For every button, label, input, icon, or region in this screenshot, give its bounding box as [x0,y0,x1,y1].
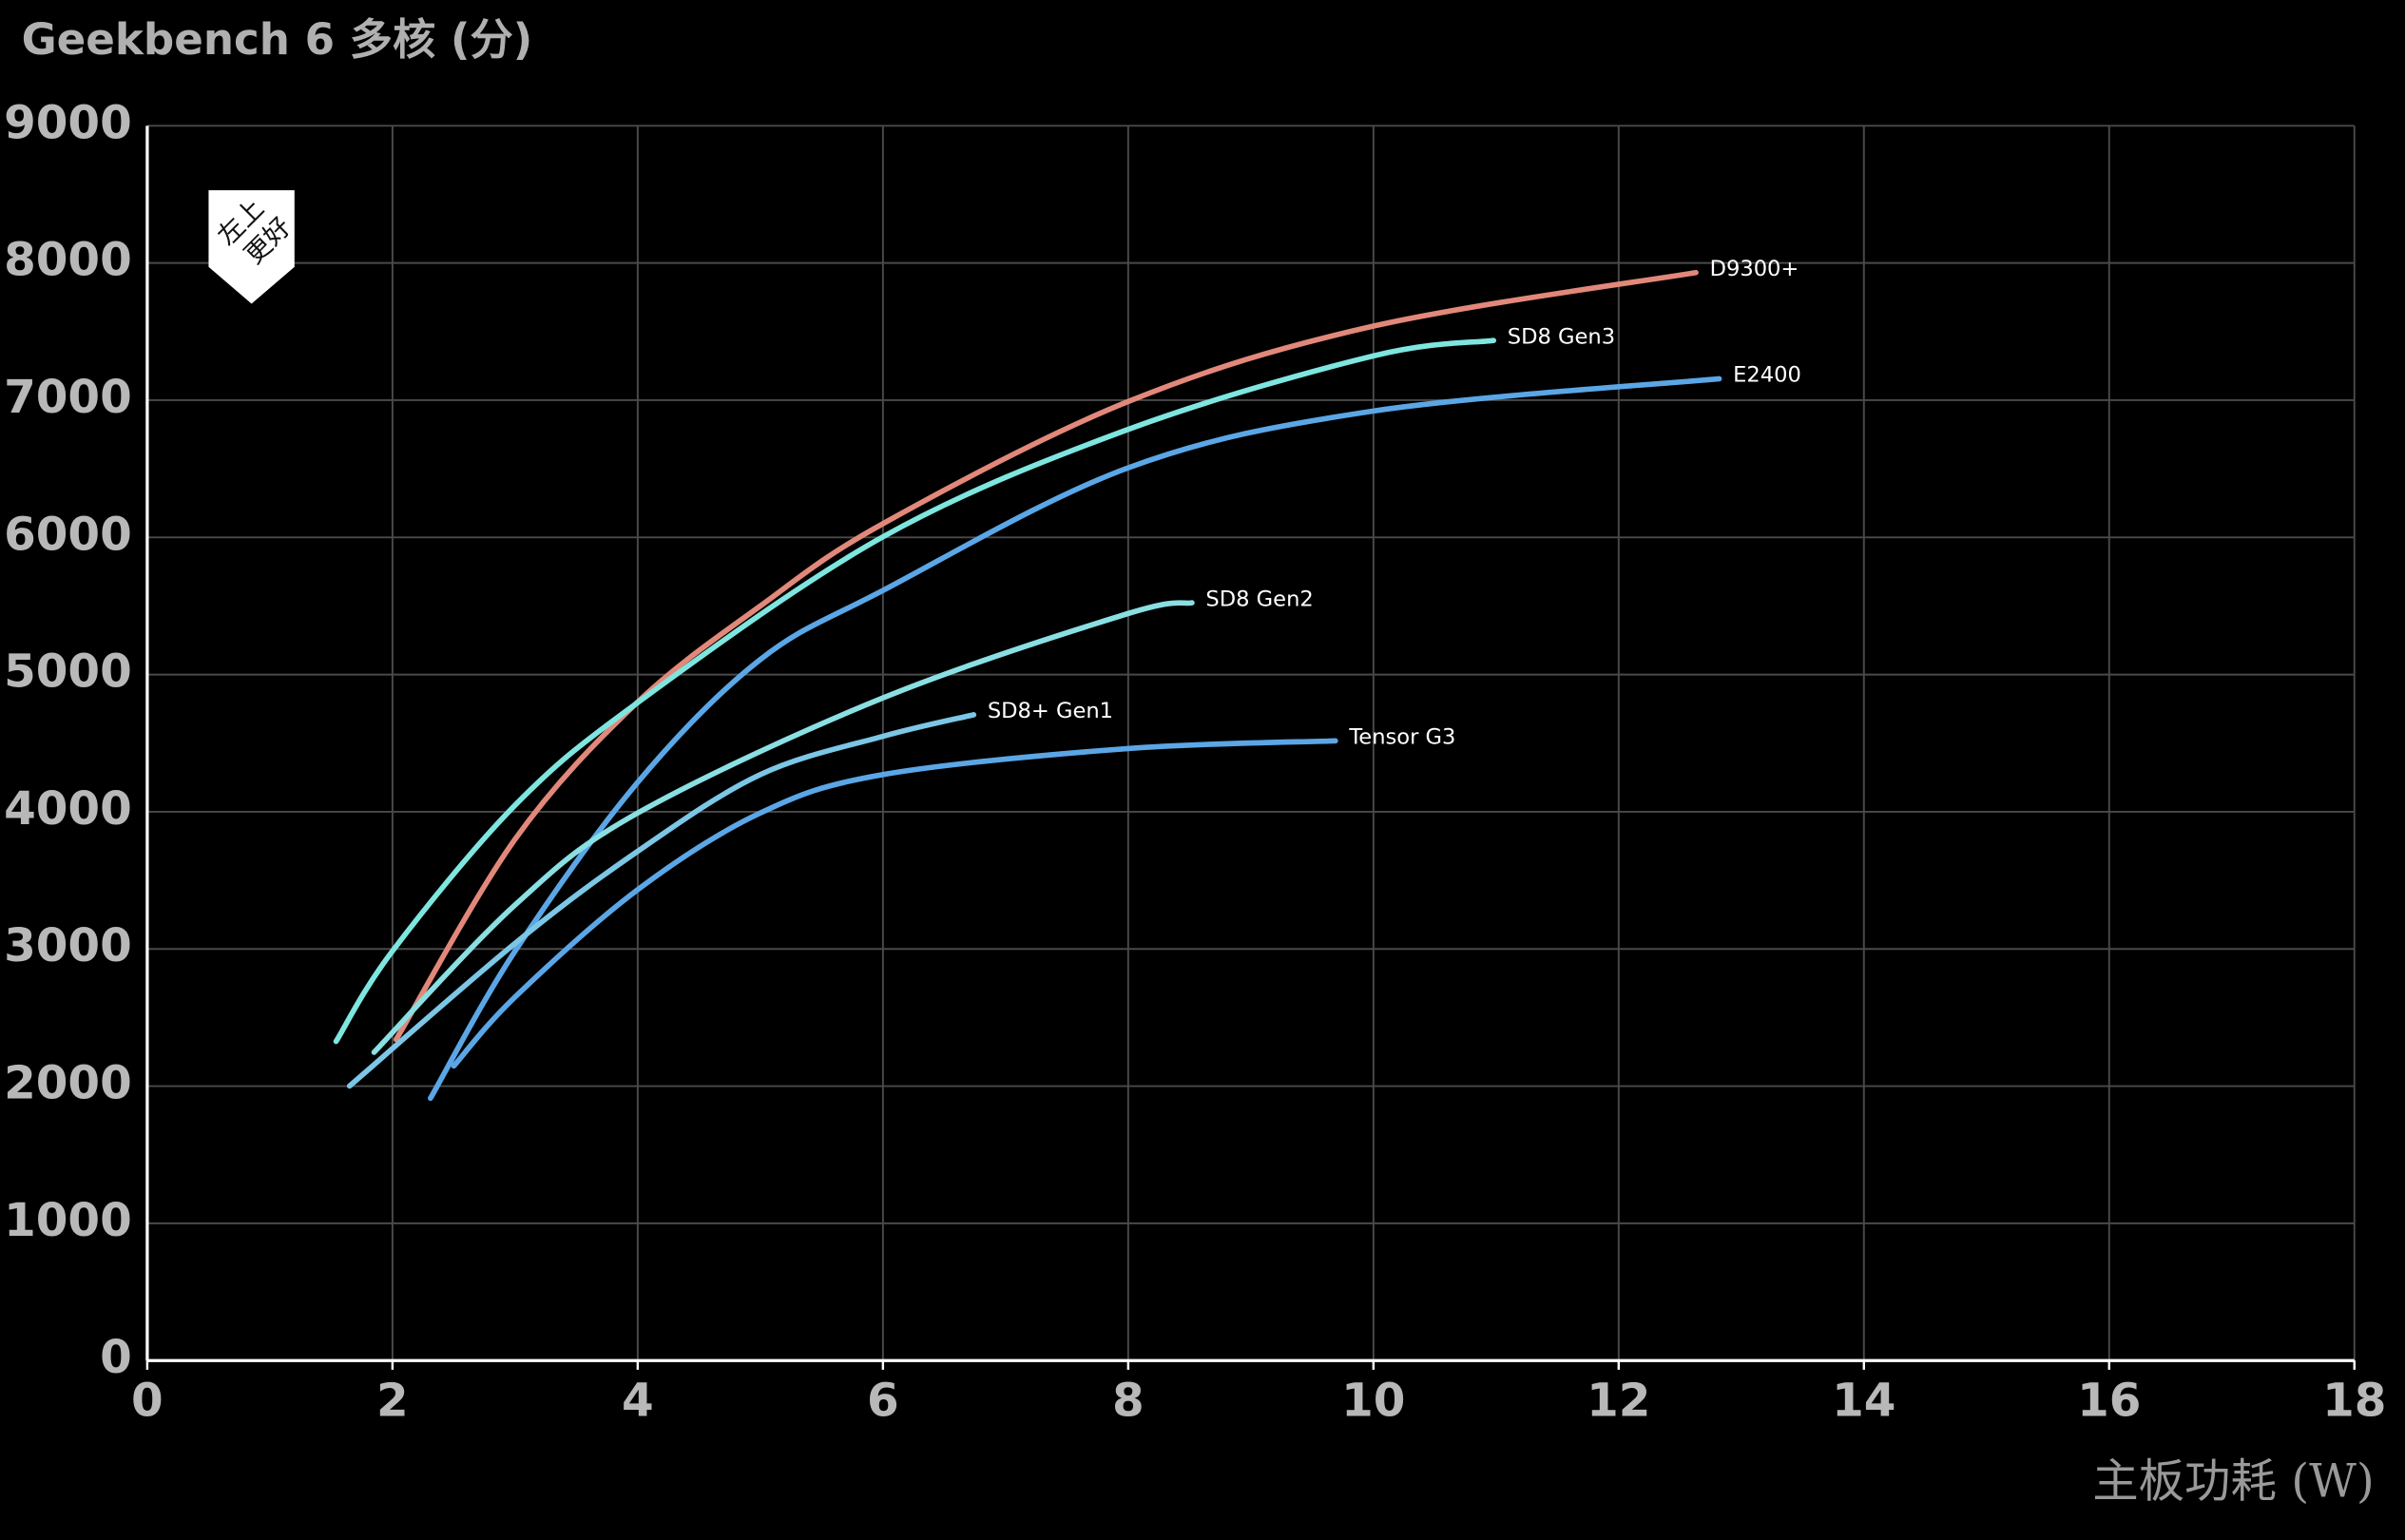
series-line [393,269,1699,1043]
x-tick-label: 4 [622,1374,654,1427]
series-line [333,337,1497,1045]
series-label: Tensor G3 [1348,725,1455,750]
y-tick-label: 0 [100,1331,132,1384]
series-line [451,738,1338,1069]
series-label: SD8 Gen3 [1508,324,1615,349]
x-tick-label: 14 [1832,1374,1895,1427]
series-line [371,600,1195,1055]
x-axis-label: 主板功耗 (W) [2092,1454,2374,1508]
x-tick-label: 0 [131,1374,164,1427]
series-line [346,712,977,1089]
y-tick-label: 9000 [4,96,132,149]
x-tick-label: 6 [867,1374,899,1427]
x-tick-label: 16 [2077,1374,2141,1427]
chart-title: Geekbench 6 多核 (分) [22,14,533,65]
y-tick-label: 4000 [4,782,132,836]
series-label: SD8 Gen2 [1205,587,1313,611]
series-label: SD8+ Gen1 [988,699,1113,723]
x-tick-label: 2 [376,1374,409,1427]
y-tick-label: 3000 [4,919,132,972]
series-label: D9300+ [1710,257,1799,281]
y-tick-label: 6000 [4,508,132,561]
badge: 左上 更好 [208,190,298,304]
y-tick-label: 2000 [4,1057,132,1110]
y-tick-label: 5000 [4,645,132,699]
badge-shape [208,190,295,304]
series-line [428,375,1722,1102]
y-tick-label: 8000 [4,234,132,287]
x-tick-label: 18 [2322,1374,2386,1427]
y-tick-label: 1000 [4,1194,132,1247]
y-tick-label: 7000 [4,371,132,424]
x-tick-label: 8 [1112,1374,1145,1427]
series-label: E2400 [1733,363,1801,388]
x-tick-label: 12 [1587,1374,1650,1427]
x-tick-label: 10 [1341,1374,1405,1427]
